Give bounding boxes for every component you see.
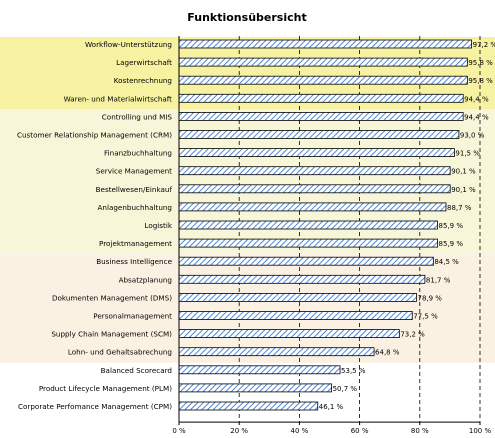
bar — [178, 75, 468, 85]
chart-title: Funktionsübersicht — [187, 11, 306, 24]
category-label: Product Lifecycle Management (PLM) — [39, 384, 172, 393]
value-label: 90,1 % — [451, 168, 476, 176]
value-label: 95,8 % — [468, 59, 493, 67]
value-label: 95,8 % — [468, 77, 493, 85]
value-label: 84,5 % — [434, 258, 459, 266]
category-labels: Workflow-Unterstützung Lagerwirtschaft Kos… — [17, 40, 173, 411]
value-label: 85,9 % — [439, 240, 464, 248]
category-label: Logistik — [144, 221, 172, 230]
category-label: Controlling und MIS — [102, 112, 173, 121]
value-label: 50,7 % — [333, 385, 358, 393]
category-label: Lohn- und Gehaltsabrechung — [68, 348, 172, 357]
bar — [178, 311, 413, 320]
category-label: Supply Chain Management (SCM) — [51, 330, 172, 339]
value-label: 88,7 % — [447, 204, 472, 212]
value-label: 97,2 % — [473, 41, 495, 49]
x-tick-label: 80 % — [411, 427, 429, 433]
bar — [178, 347, 375, 357]
bar — [178, 365, 341, 375]
value-label: 46,1 % — [319, 403, 344, 411]
value-label: 91,5 % — [455, 150, 480, 158]
bar — [178, 202, 447, 212]
value-label: 85,9 % — [439, 222, 464, 230]
category-label: Dokumenten Management (DMS) — [52, 293, 172, 302]
value-label: 77,5 % — [413, 313, 438, 321]
bar — [178, 220, 438, 230]
bar — [178, 112, 464, 121]
bar — [178, 383, 333, 393]
category-label: Projektmanagement — [99, 239, 172, 248]
value-label: 81,7 % — [426, 276, 451, 284]
value-label: 94,4 % — [464, 95, 489, 103]
bar — [178, 148, 455, 158]
bar — [178, 256, 434, 266]
value-label: 93,0 % — [460, 132, 485, 140]
bar — [178, 184, 451, 194]
value-label: 53,5 % — [341, 367, 366, 375]
x-axis: 0 % 20 % 40 % 60 % 80 % 100 % — [172, 36, 492, 435]
bar — [178, 57, 468, 67]
bar — [178, 274, 426, 284]
value-label: 78,9 % — [417, 294, 442, 302]
category-label: Personalmanagement — [93, 312, 172, 321]
bar — [178, 329, 400, 339]
value-label: 64,8 % — [375, 349, 400, 357]
category-label: Anlagenbuchhaltung — [98, 203, 173, 212]
category-label: Finanzbuchhaltung — [104, 149, 172, 158]
category-label: Customer Relationship Management (CRM) — [17, 131, 172, 140]
value-label: 94,4 % — [464, 113, 489, 121]
x-tick-label: 0 % — [172, 427, 186, 433]
bar — [178, 130, 460, 139]
bar — [178, 39, 472, 49]
background-band-2 — [0, 254, 495, 363]
x-tick-label: 20 % — [230, 427, 248, 433]
value-label: 90,1 % — [451, 186, 476, 194]
category-label: Waren- und Materialwirtschaft — [64, 94, 173, 103]
category-label: Workflow-Unterstützung — [85, 40, 172, 49]
bar — [178, 292, 417, 302]
value-label: 73,2 % — [400, 331, 425, 339]
bar — [178, 401, 319, 411]
category-label: Lagerwirtschaft — [116, 58, 172, 67]
value-labels: 97,2 % 95,8 % 95,8 % 94,4 % 94,4 % 93,0 % 91,5… — [319, 41, 495, 411]
bar — [178, 93, 464, 103]
category-label: Bestellwesen/Einkauf — [96, 185, 173, 194]
category-label: Corporate Perfomance Management (CPM) — [18, 402, 172, 411]
category-label: Balanced Scorecard — [101, 366, 172, 375]
x-tick-label: 100 % — [469, 427, 492, 433]
bar — [178, 238, 438, 248]
category-label: Business Intelligence — [96, 257, 172, 266]
category-label: Absatzplanung — [119, 275, 172, 284]
x-tick-label: 60 % — [351, 427, 369, 433]
bar — [178, 166, 451, 176]
category-label: Service Management — [96, 167, 172, 176]
x-tick-label: 40 % — [291, 427, 309, 433]
category-label: Kostenrechnung — [114, 76, 172, 85]
